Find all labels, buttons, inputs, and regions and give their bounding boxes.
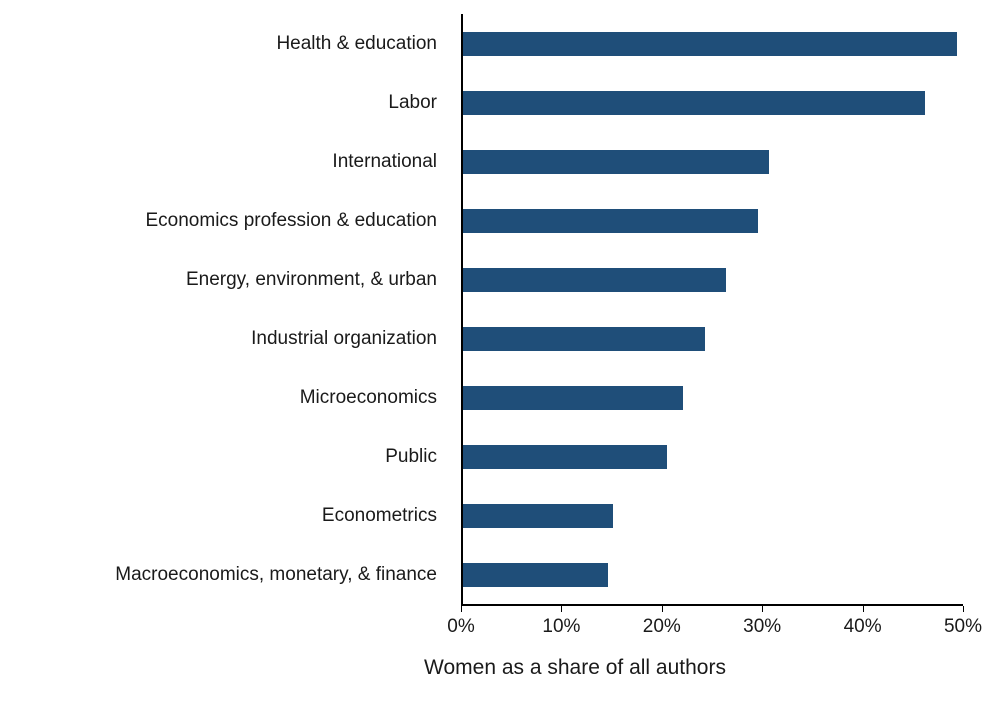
bar-row: Economics profession & education	[0, 191, 1000, 250]
x-tick-label: 40%	[843, 616, 882, 637]
x-tick-mark	[762, 606, 764, 612]
x-tick-mark	[963, 606, 964, 612]
x-tick-label: 30%	[743, 616, 782, 637]
x-tick-mark	[661, 606, 663, 612]
bar	[463, 208, 759, 233]
bar	[463, 267, 727, 292]
bar-row: International	[0, 132, 1000, 191]
x-axis: 0% 10% 20% 30% 40% 50%	[447, 604, 982, 642]
category-label: Economics profession & education	[145, 210, 438, 231]
bar-row: Econometrics	[0, 486, 1000, 545]
bar	[463, 503, 614, 528]
bar-track	[461, 486, 1000, 545]
bar	[463, 444, 668, 469]
category-label: Health & education	[276, 33, 437, 54]
bar	[463, 31, 958, 56]
bar-track	[461, 14, 1000, 73]
bar	[463, 385, 684, 410]
bar-track	[461, 309, 1000, 368]
category-label: Microeconomics	[299, 387, 437, 408]
bar-row: Industrial organization	[0, 309, 1000, 368]
category-label: International	[332, 151, 437, 172]
bar-row: Macroeconomics, monetary, & finance	[0, 545, 1000, 604]
x-tick-mark	[561, 606, 563, 612]
bar-row: Labor	[0, 73, 1000, 132]
plot-area: Health & education Labor International Econ…	[0, 14, 1000, 604]
x-tick-mark	[862, 606, 864, 612]
x-tick-label: 10%	[542, 616, 581, 637]
category-label: Public	[385, 446, 437, 467]
bar-track	[461, 73, 1000, 132]
bar-track	[461, 132, 1000, 191]
bar-track	[461, 250, 1000, 309]
bar	[463, 326, 705, 351]
bar-row: Health & education	[0, 14, 1000, 73]
bar-row: Energy, environment, & urban	[0, 250, 1000, 309]
category-label: Energy, environment, & urban	[185, 269, 437, 290]
bar	[463, 562, 608, 587]
x-tick-label: 0%	[447, 616, 475, 637]
bar-track	[461, 368, 1000, 427]
category-label: Labor	[388, 92, 437, 113]
bar-row: Microeconomics	[0, 368, 1000, 427]
category-label: Macroeconomics, monetary, & finance	[115, 564, 437, 585]
bar-row: Public	[0, 427, 1000, 486]
category-label: Econometrics	[321, 505, 437, 526]
x-tick-label: 50%	[943, 616, 983, 637]
bar-track	[461, 427, 1000, 486]
bar	[463, 149, 770, 174]
x-axis-title: Women as a share of all authors	[424, 656, 726, 679]
x-tick-label: 20%	[642, 616, 681, 637]
bar-track	[461, 545, 1000, 604]
bar	[463, 90, 925, 115]
bar-track	[461, 191, 1000, 250]
x-tick-mark	[461, 606, 462, 612]
category-label: Industrial organization	[251, 328, 437, 349]
